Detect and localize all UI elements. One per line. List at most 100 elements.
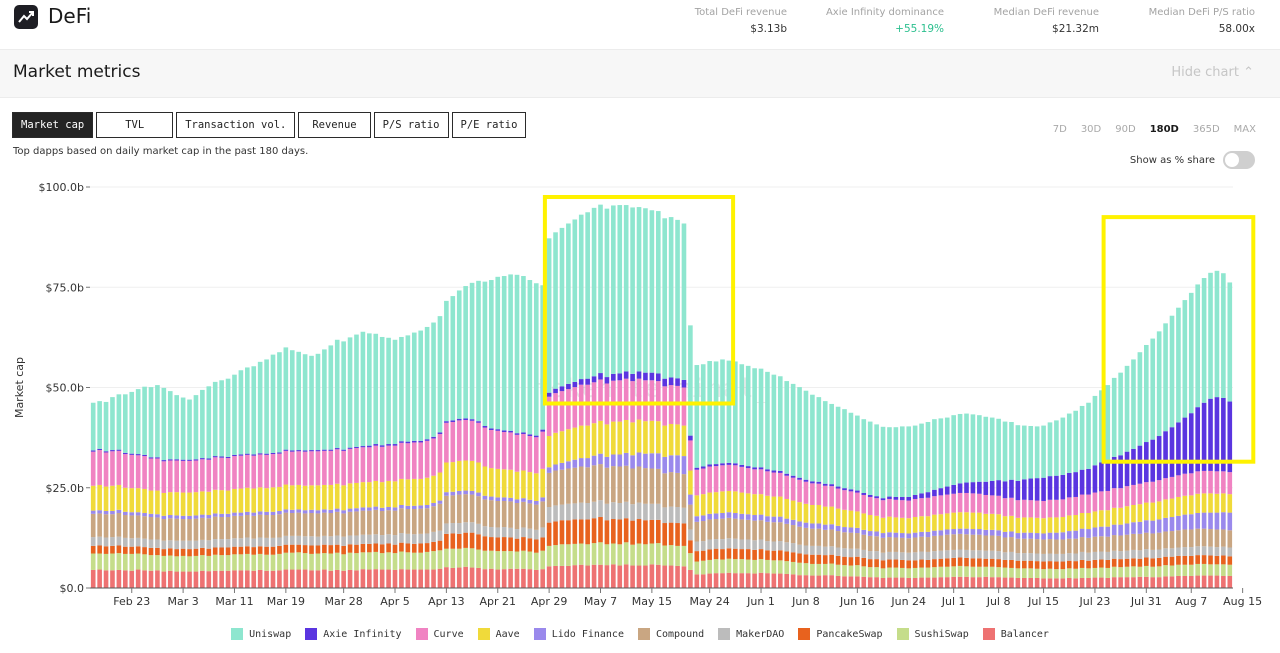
- tab-revenue[interactable]: Revenue: [298, 112, 371, 138]
- bar-uniswap: [315, 353, 321, 451]
- bar-compound: [238, 515, 244, 539]
- bar-sushiswap: [700, 560, 706, 575]
- share-toggle[interactable]: [1223, 151, 1255, 169]
- bar-compound: [700, 521, 706, 542]
- range-365d[interactable]: 365D: [1192, 124, 1220, 135]
- legend-item[interactable]: Compound: [637, 628, 704, 640]
- bar-balancer: [167, 570, 173, 588]
- legend-item[interactable]: Lido Finance: [533, 628, 624, 640]
- range-90d[interactable]: 90D: [1115, 124, 1136, 135]
- x-tick-label: May 7: [584, 595, 617, 608]
- bar-lido-finance: [835, 525, 841, 532]
- legend-item[interactable]: PancakeSwap: [798, 628, 883, 640]
- bar-lido-finance: [559, 462, 565, 470]
- bar-lido-finance: [437, 500, 443, 504]
- tab-pe-ratio[interactable]: P/E ratio: [451, 112, 527, 138]
- tab-ps-ratio[interactable]: P/S ratio: [373, 112, 449, 138]
- bar-aave: [431, 475, 436, 503]
- bar-uniswap: [893, 427, 899, 497]
- legend-item[interactable]: Axie Infinity: [305, 628, 402, 640]
- bar-makerdao: [1182, 547, 1188, 556]
- tab-market-cap[interactable]: Market cap: [12, 112, 94, 138]
- x-tick-label: Mar 3: [167, 595, 198, 608]
- bar-balancer: [829, 575, 834, 588]
- bar-balancer: [906, 577, 912, 588]
- range-7d[interactable]: 7D: [1052, 124, 1067, 135]
- bar-balancer: [110, 570, 115, 588]
- bar-lido-finance: [630, 455, 635, 469]
- bar-makerdao: [1131, 549, 1136, 559]
- hide-chart-button[interactable]: Hide chart ⌃: [1171, 65, 1254, 80]
- bar-curve: [1028, 500, 1034, 518]
- bar-sushiswap: [604, 544, 610, 566]
- bar-makerdao: [1073, 553, 1078, 562]
- legend-item[interactable]: MakerDAO: [718, 628, 784, 640]
- bar-sushiswap: [533, 552, 539, 570]
- bar-curve: [540, 431, 546, 469]
- bar-uniswap: [957, 413, 963, 484]
- legend-swatch: [637, 628, 650, 640]
- bar-lido-finance: [957, 528, 963, 534]
- tab-tvl[interactable]: TVL: [96, 112, 174, 138]
- y-tick-label: $100.0b: [39, 181, 84, 194]
- range-max[interactable]: MAX: [1233, 124, 1256, 135]
- stat-median-ps: Median DeFi P/S ratio 58.00x: [1149, 7, 1255, 35]
- bar-makerdao: [187, 540, 192, 550]
- bar-lido-finance: [919, 531, 924, 537]
- legend-item[interactable]: Uniswap: [231, 628, 291, 640]
- bar-lido-finance: [418, 505, 424, 509]
- legend-label: Lido Finance: [551, 628, 624, 640]
- bar-pancakeswap: [611, 519, 616, 544]
- bar-pancakeswap: [777, 550, 783, 561]
- bar-axie-infinity: [771, 470, 777, 473]
- legend-item[interactable]: Aave: [477, 628, 520, 640]
- range-30d[interactable]: 30D: [1080, 124, 1102, 135]
- bar-lido-finance: [1118, 524, 1123, 536]
- bar-lido-finance: [309, 509, 314, 514]
- bar-balancer: [1047, 578, 1053, 588]
- bar-curve: [649, 380, 655, 421]
- bar-curve: [777, 472, 783, 497]
- bar-sushiswap: [347, 552, 353, 570]
- bar-balancer: [341, 570, 346, 588]
- bar-pancakeswap: [559, 520, 565, 545]
- bar-curve: [1066, 497, 1072, 516]
- stat-label: Median DeFi P/S ratio: [1148, 7, 1255, 18]
- bar-makerdao: [386, 534, 391, 544]
- bar-aave: [1086, 513, 1091, 530]
- bar-makerdao: [919, 551, 924, 560]
- bar-sushiswap: [315, 553, 321, 571]
- bar-balancer: [636, 565, 642, 588]
- bar-axie-infinity: [598, 373, 603, 380]
- bar-axie-infinity: [668, 377, 674, 386]
- tab-transaction-vol[interactable]: Transaction vol.: [176, 112, 296, 138]
- x-tick-label: Jun 1: [746, 595, 775, 608]
- bar-sushiswap: [424, 551, 430, 570]
- bar-pancakeswap: [116, 545, 122, 554]
- bar-uniswap: [328, 345, 334, 450]
- legend-item[interactable]: Balancer: [982, 628, 1049, 640]
- legend-item[interactable]: SushiSwap: [896, 628, 969, 640]
- bar-uniswap: [694, 365, 700, 468]
- bar-pancakeswap: [1169, 556, 1175, 566]
- bar-axie-infinity: [212, 456, 218, 458]
- bar-balancer: [399, 569, 404, 588]
- bar-balancer: [790, 574, 796, 588]
- bar-axie-infinity: [322, 449, 327, 451]
- bar-curve: [418, 442, 424, 479]
- bar-sushiswap: [1079, 567, 1085, 578]
- bar-makerdao: [1086, 552, 1091, 561]
- bar-aave: [745, 493, 751, 515]
- bar-axie-infinity: [604, 377, 610, 384]
- bar-lido-finance: [322, 509, 327, 513]
- range-180d[interactable]: 180D: [1149, 124, 1179, 135]
- bar-lido-finance: [572, 459, 578, 468]
- bar-sushiswap: [713, 559, 719, 574]
- bar-axie-infinity: [309, 450, 314, 452]
- bar-makerdao: [431, 531, 436, 542]
- bar-makerdao: [283, 535, 289, 545]
- bar-sushiswap: [148, 555, 154, 571]
- bar-balancer: [219, 570, 224, 588]
- bar-balancer: [431, 569, 436, 588]
- legend-item[interactable]: Curve: [415, 628, 464, 640]
